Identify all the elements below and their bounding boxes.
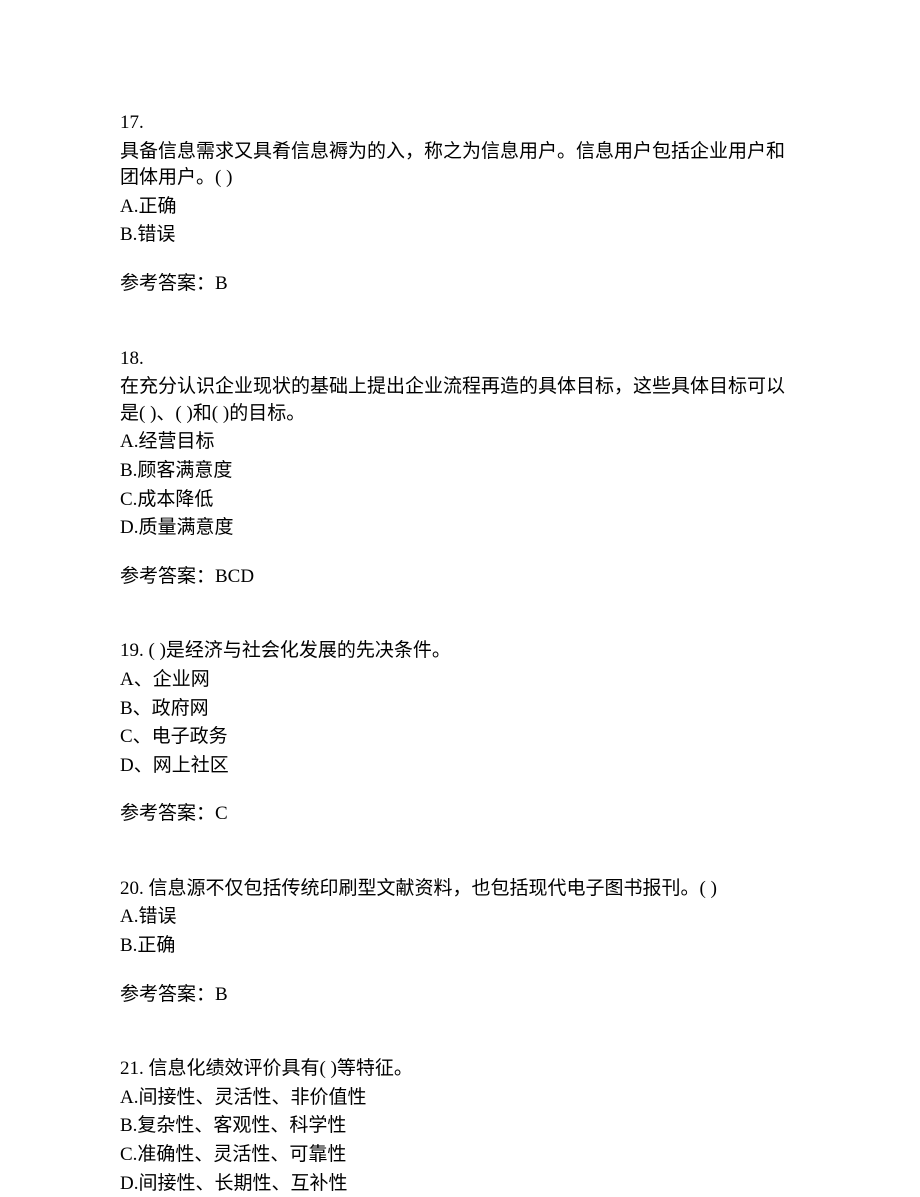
answer: 参考答案：B [120, 982, 800, 1009]
question-17: 17. 具备信息需求又具肴信息褥为的入，称之为信息用户。信息用户包括企业用户和团… [120, 110, 800, 298]
question-18: 18. 在充分认识企业现状的基础上提出企业流程再造的具体目标，这些具体目标可以是… [120, 346, 800, 591]
question-number: 17. [120, 110, 800, 137]
option-b: B.复杂性、客观性、科学性 [120, 1113, 800, 1140]
option-c: C.准确性、灵活性、可靠性 [120, 1142, 800, 1169]
option-a: A.错误 [120, 904, 800, 931]
question-number: 21. 信息化绩效评价具有( )等特征。 [120, 1056, 800, 1083]
question-number: 19. ( )是经济与社会化发展的先决条件。 [120, 638, 800, 665]
question-19: 19. ( )是经济与社会化发展的先决条件。 A、企业网 B、政府网 C、电子政… [120, 638, 800, 828]
option-d: D、网上社区 [120, 753, 800, 780]
option-d: D.质量满意度 [120, 515, 800, 542]
answer: 参考答案：B [120, 271, 800, 298]
option-b: B.正确 [120, 933, 800, 960]
option-c: C.成本降低 [120, 487, 800, 514]
option-a: A.正确 [120, 194, 800, 221]
option-b: B.错误 [120, 222, 800, 249]
answer: 参考答案：BCD [120, 564, 800, 591]
question-number: 20. 信息源不仅包括传统印刷型文献资料，也包括现代电子图书报刊。( ) [120, 876, 800, 903]
option-d: D.间接性、长期性、互补性 [120, 1171, 800, 1197]
option-a: A.经营目标 [120, 429, 800, 456]
question-number: 18. [120, 346, 800, 373]
question-20: 20. 信息源不仅包括传统印刷型文献资料，也包括现代电子图书报刊。( ) A.错… [120, 876, 800, 1008]
option-b: B、政府网 [120, 696, 800, 723]
question-text: 在充分认识企业现状的基础上提出企业流程再造的具体目标，这些具体目标可以是( )、… [120, 374, 800, 427]
option-a: A、企业网 [120, 667, 800, 694]
answer: 参考答案：C [120, 801, 800, 828]
question-21: 21. 信息化绩效评价具有( )等特征。 A.间接性、灵活性、非价值性 B.复杂… [120, 1056, 800, 1197]
option-a: A.间接性、灵活性、非价值性 [120, 1085, 800, 1112]
option-b: B.顾客满意度 [120, 458, 800, 485]
question-text: 具备信息需求又具肴信息褥为的入，称之为信息用户。信息用户包括企业用户和团体用户。… [120, 139, 800, 192]
option-c: C、电子政务 [120, 724, 800, 751]
